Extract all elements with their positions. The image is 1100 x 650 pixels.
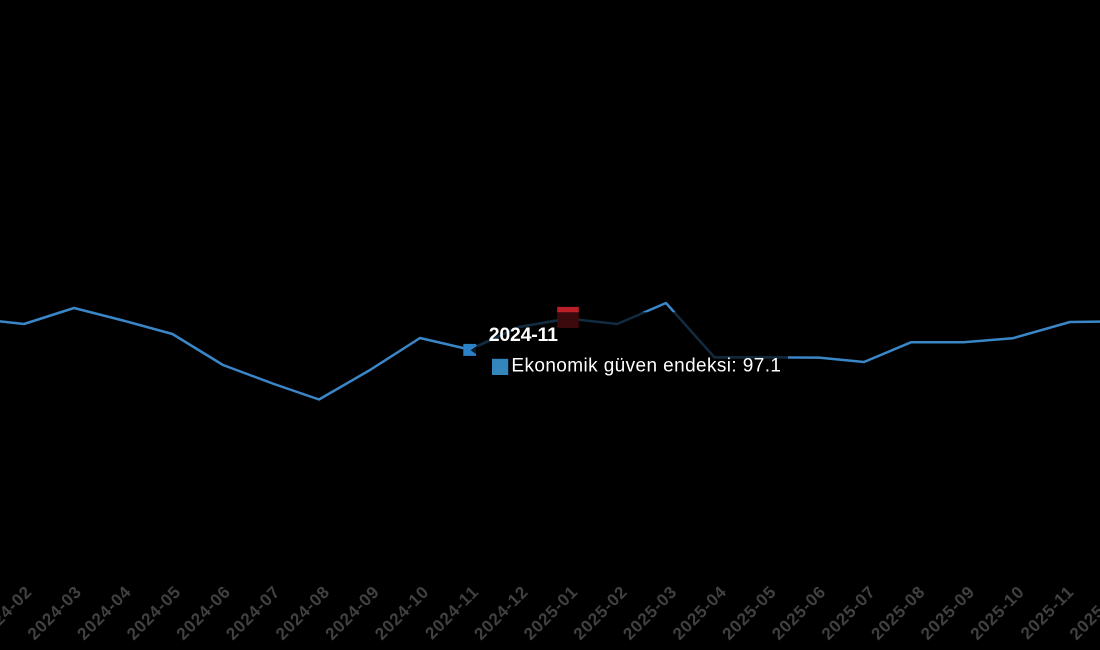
svg-text:2024-11: 2024-11	[489, 324, 558, 346]
svg-text:Ekonomik güven endeksi: 97.1: Ekonomik güven endeksi: 97.1	[511, 356, 781, 377]
